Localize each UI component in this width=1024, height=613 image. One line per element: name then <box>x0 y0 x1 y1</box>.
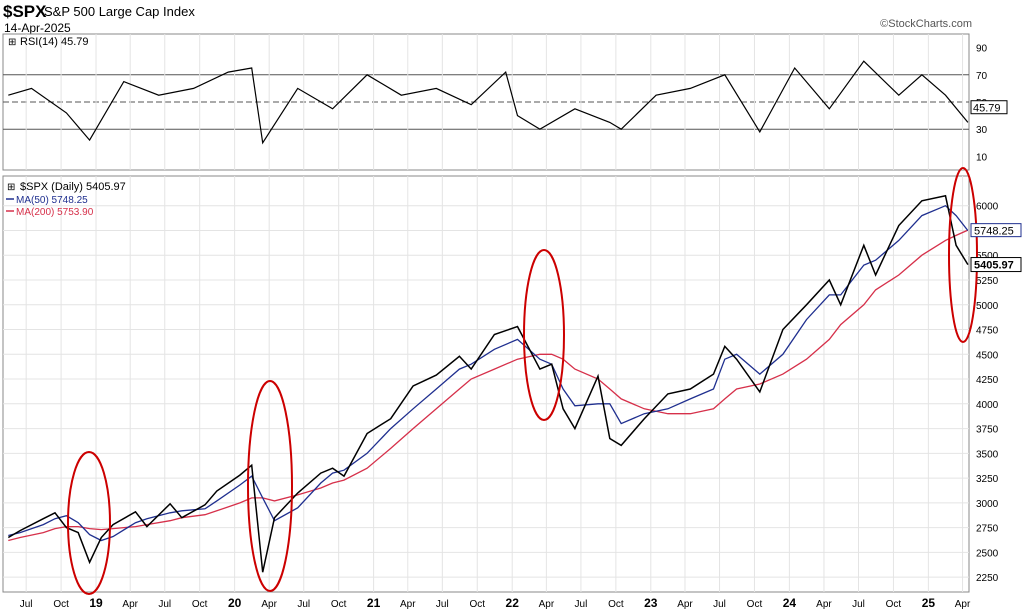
x-tick-label: Apr <box>677 599 693 610</box>
price-tick-label: 5000 <box>976 301 999 312</box>
highlight-ellipse-2025 <box>948 167 978 343</box>
highlight-ellipse-2022 <box>523 249 565 421</box>
ma50-last-box <box>970 223 1022 238</box>
price-tick-label: 3500 <box>976 449 999 460</box>
price-tick-label: 5250 <box>976 276 999 287</box>
x-tick-label: Jul <box>713 599 726 610</box>
x-tick-label: 19 <box>89 596 103 610</box>
price-line <box>7 194 969 573</box>
price-panel <box>2 175 970 593</box>
x-tick-label: 24 <box>783 596 797 610</box>
x-tick-label: Apr <box>539 599 555 610</box>
x-tick-label: 23 <box>644 596 658 610</box>
rsi-legend-text: RSI(14) 45.79 <box>20 36 88 48</box>
x-tick-label: Apr <box>816 599 832 610</box>
x-tick-label: Apr <box>122 599 138 610</box>
x-tick-label: Jul <box>575 599 588 610</box>
ma50-last-label: 5748.25 <box>970 223 1022 238</box>
x-tick-label: 21 <box>367 596 381 610</box>
watermark: ©StockCharts.com <box>880 18 972 30</box>
rsi-legend-icon: ⊞ <box>8 37 16 48</box>
ma50-legend-text: MA(50) 5748.25 <box>16 195 88 206</box>
x-tick-label: Apr <box>261 599 277 610</box>
rsi-tick-label: 10 <box>976 152 988 163</box>
chart-date: 14-Apr-2025 <box>4 21 71 35</box>
highlight-ellipse-2020 <box>247 380 293 592</box>
price-legend: ⊞ $SPX (Daily) 5405.97 MA(50) 5748.25 MA… <box>6 181 126 218</box>
ma50-last-value: 5748.25 <box>974 226 1014 238</box>
x-tick-label: Oct <box>192 599 208 610</box>
x-tick-label: Jul <box>297 599 310 610</box>
price-tick-label: 5500 <box>976 251 999 262</box>
highlight-ellipses <box>67 167 978 595</box>
x-tick-label: Oct <box>331 599 347 610</box>
x-tick-label: Oct <box>53 599 69 610</box>
price-legend-icon: ⊞ <box>7 182 15 193</box>
price-tick-label: 2750 <box>976 524 999 535</box>
price-tick-label: 4750 <box>976 326 999 337</box>
index-name: S&P 500 Large Cap Index <box>44 4 195 19</box>
price-tick-label: 4250 <box>976 375 999 386</box>
x-tick-label: Jul <box>20 599 33 610</box>
x-tick-label: Oct <box>469 599 485 610</box>
rsi-line <box>8 60 969 145</box>
x-tick-label: Jul <box>852 599 865 610</box>
rsi-legend: ⊞ RSI(14) 45.79 <box>8 36 88 48</box>
ma200-legend-text: MA(200) 5753.90 <box>16 207 94 218</box>
price-legend-text: $SPX (Daily) 5405.97 <box>20 181 126 193</box>
ma200-line <box>8 229 969 542</box>
highlight-ellipse-2018 <box>67 451 111 595</box>
symbol-title: $SPX <box>3 2 47 21</box>
price-tick-label: 3000 <box>976 499 999 510</box>
rsi-last-box <box>970 100 1008 115</box>
rsi-tick-label: 30 <box>976 125 988 136</box>
rsi-last-value: 45.79 <box>973 103 1001 115</box>
price-tick-label: 2500 <box>976 548 999 559</box>
rsi-last-label: 45.79 <box>970 100 1008 115</box>
price-tick-label: 2250 <box>976 573 999 584</box>
price-last-value: 5405.97 <box>974 260 1014 272</box>
ma50-line <box>8 204 969 542</box>
x-tick-label: Apr <box>400 599 416 610</box>
price-tick-label: 3250 <box>976 474 999 485</box>
x-tick-label: 25 <box>922 596 936 610</box>
price-tick-label: 4500 <box>976 350 999 361</box>
x-tick-label: Oct <box>747 599 763 610</box>
x-tick-label: Jul <box>436 599 449 610</box>
rsi-tick-label: 70 <box>976 71 988 82</box>
price-tick-label: 4000 <box>976 400 999 411</box>
x-tick-label: Oct <box>886 599 902 610</box>
price-last-label: 5405.97 <box>970 257 1022 273</box>
x-tick-label: 22 <box>506 596 520 610</box>
price-last-box <box>970 257 1022 273</box>
price-tick-label: 3750 <box>976 425 999 436</box>
x-tick-label: 20 <box>228 596 242 610</box>
x-tick-label: Jul <box>158 599 171 610</box>
x-tick-label: Oct <box>608 599 624 610</box>
x-tick-label: Apr <box>955 599 971 610</box>
rsi-tick-label: 90 <box>976 44 988 55</box>
price-tick-label: 6000 <box>976 202 999 213</box>
